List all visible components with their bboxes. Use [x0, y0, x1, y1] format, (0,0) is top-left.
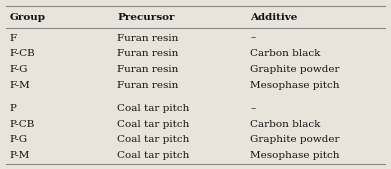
- Text: Mesophase pitch: Mesophase pitch: [250, 151, 340, 160]
- Text: Coal tar pitch: Coal tar pitch: [117, 104, 190, 113]
- Text: P: P: [10, 104, 17, 113]
- Text: Coal tar pitch: Coal tar pitch: [117, 120, 190, 129]
- Text: Furan resin: Furan resin: [117, 49, 179, 58]
- Text: P-CB: P-CB: [10, 120, 35, 129]
- Text: Group: Group: [10, 13, 46, 22]
- Text: Carbon black: Carbon black: [250, 120, 321, 129]
- Text: Furan resin: Furan resin: [117, 33, 179, 43]
- Text: Coal tar pitch: Coal tar pitch: [117, 135, 190, 144]
- Text: P-M: P-M: [10, 151, 30, 160]
- Text: F: F: [10, 33, 17, 43]
- Text: Graphite powder: Graphite powder: [250, 65, 340, 74]
- Text: –: –: [250, 104, 255, 113]
- Text: Furan resin: Furan resin: [117, 65, 179, 74]
- Text: Graphite powder: Graphite powder: [250, 135, 340, 144]
- Text: Coal tar pitch: Coal tar pitch: [117, 151, 190, 160]
- Text: P-G: P-G: [10, 135, 28, 144]
- Text: F-G: F-G: [10, 65, 28, 74]
- Text: Additive: Additive: [250, 13, 298, 22]
- Text: Furan resin: Furan resin: [117, 81, 179, 90]
- Text: Carbon black: Carbon black: [250, 49, 321, 58]
- Text: Precursor: Precursor: [117, 13, 175, 22]
- Text: Mesophase pitch: Mesophase pitch: [250, 81, 340, 90]
- Text: F-CB: F-CB: [10, 49, 36, 58]
- Text: F-M: F-M: [10, 81, 30, 90]
- Text: –: –: [250, 33, 255, 43]
